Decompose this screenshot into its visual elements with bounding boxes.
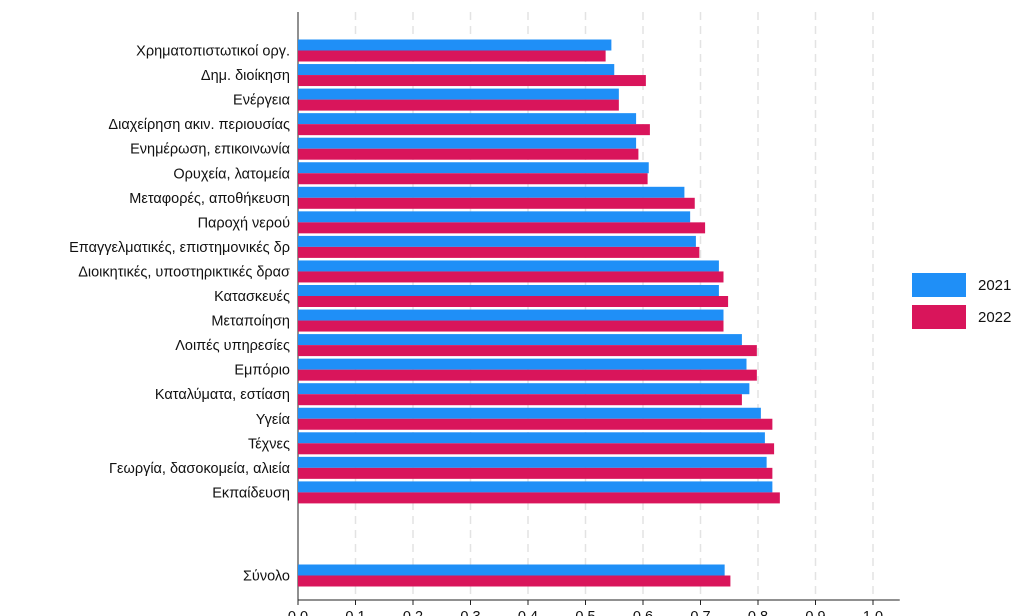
bar-2022 [298, 50, 606, 62]
category-label: Μεταποίηση [211, 314, 290, 330]
bars [298, 39, 780, 587]
x-tick-label: 0.9 [805, 609, 825, 616]
legend: 2021 2022 [912, 270, 1011, 334]
legend-label-2021: 2021 [978, 276, 1012, 294]
bar-2021 [298, 39, 612, 51]
category-label: Τέχνες [248, 436, 290, 452]
category-label: Χρηματοπιστωτικοί οργ. [136, 44, 290, 60]
bar-2021 [298, 407, 761, 419]
bar-2022 [298, 418, 773, 430]
x-tick-labels: 0.0 0.1 0.2 0.3 0.4 0.5 0.6 0.7 0.8 0.9 1.0 [288, 609, 883, 616]
bar-2021 [298, 564, 725, 576]
bar-2022 [298, 124, 650, 136]
bar-2021 [298, 481, 773, 493]
bar-2022 [298, 222, 706, 234]
bar-2022 [298, 369, 757, 381]
category-label: Παροχή νερού [198, 215, 291, 231]
category-label: Γεωργία, δασοκομεία, αλιεία [109, 461, 290, 477]
bar-2022 [298, 320, 724, 332]
category-label: Ενημέρωση, επικοινωνία [130, 142, 290, 158]
bar-2022 [298, 173, 648, 185]
x-tick-label: 0.1 [345, 609, 365, 616]
bar-2022 [298, 197, 695, 209]
x-tick-label: 0.2 [403, 609, 423, 616]
bar-2021 [298, 334, 742, 346]
legend-label-2022: 2022 [978, 308, 1012, 326]
category-label: Ορυχεία, λατομεία [173, 166, 290, 182]
legend-swatch-2022 [912, 305, 966, 329]
bar-2021 [298, 211, 691, 223]
bar-2021 [298, 137, 637, 149]
category-label: Διοικητικές, υποστηρικτικές δρασ [78, 264, 290, 280]
bar-2021 [298, 456, 767, 468]
bar-2022 [298, 296, 729, 307]
x-tick-label: 0.3 [460, 609, 480, 616]
bar-2021 [298, 64, 615, 76]
bar-2021 [298, 285, 719, 296]
bar-2021 [298, 235, 696, 247]
category-label: Λοιπές υπηρεσίες [175, 338, 290, 354]
x-tick-label: 0.6 [633, 609, 653, 616]
x-tick-label: 1.0 [863, 609, 883, 616]
x-tick-label: 0.0 [288, 609, 308, 616]
x-tick-label: 0.7 [690, 609, 710, 616]
category-label: Σύνολο [243, 569, 290, 585]
legend-item-2021: 2021 [912, 270, 1011, 300]
bar-2022 [298, 148, 639, 160]
bar-2021 [298, 383, 750, 395]
bar-2022 [298, 492, 780, 504]
bar-2022 [298, 99, 619, 111]
category-label: Καταλύματα, εστίαση [155, 387, 290, 403]
bar-2021 [298, 113, 637, 125]
bar-2022 [298, 271, 724, 283]
category-labels: Χρηματοπιστωτικοί οργ. Δημ. διοίκηση Ενέργ… [69, 44, 290, 585]
bar-2022 [298, 575, 731, 587]
bar-2021 [298, 432, 765, 444]
category-label: Υγεία [256, 412, 290, 428]
category-label: Διαχείρηση ακιν. περιουσίας [108, 117, 290, 133]
bar-2022 [298, 394, 742, 406]
legend-item-2022: 2022 [912, 302, 1011, 332]
category-label: Κατασκευές [214, 289, 290, 305]
bar-2021 [298, 260, 719, 272]
bar-2022 [298, 467, 773, 479]
category-label: Δημ. διοίκηση [201, 68, 290, 84]
bar-2022 [298, 246, 700, 258]
x-tick-label: 0.5 [575, 609, 595, 616]
category-label: Ενέργεια [233, 93, 290, 109]
bar-2021 [298, 162, 649, 174]
bar-2021 [298, 88, 619, 100]
category-label: Εκπαίδευση [212, 485, 290, 501]
bar-2021 [298, 358, 747, 370]
category-label: Επαγγελματικές, επιστημονικές δρ [69, 240, 290, 256]
bar-2022 [298, 443, 775, 455]
bar-2021 [298, 186, 685, 198]
bar-2021 [298, 309, 724, 321]
bar-2022 [298, 75, 646, 87]
bar-2022 [298, 345, 757, 357]
category-label: Εμπόριο [234, 363, 290, 379]
legend-swatch-2021 [912, 273, 966, 297]
x-tick-label: 0.4 [518, 609, 538, 616]
x-tick-label: 0.8 [748, 609, 768, 616]
category-label: Μεταφορές, αποθήκευση [129, 191, 290, 207]
